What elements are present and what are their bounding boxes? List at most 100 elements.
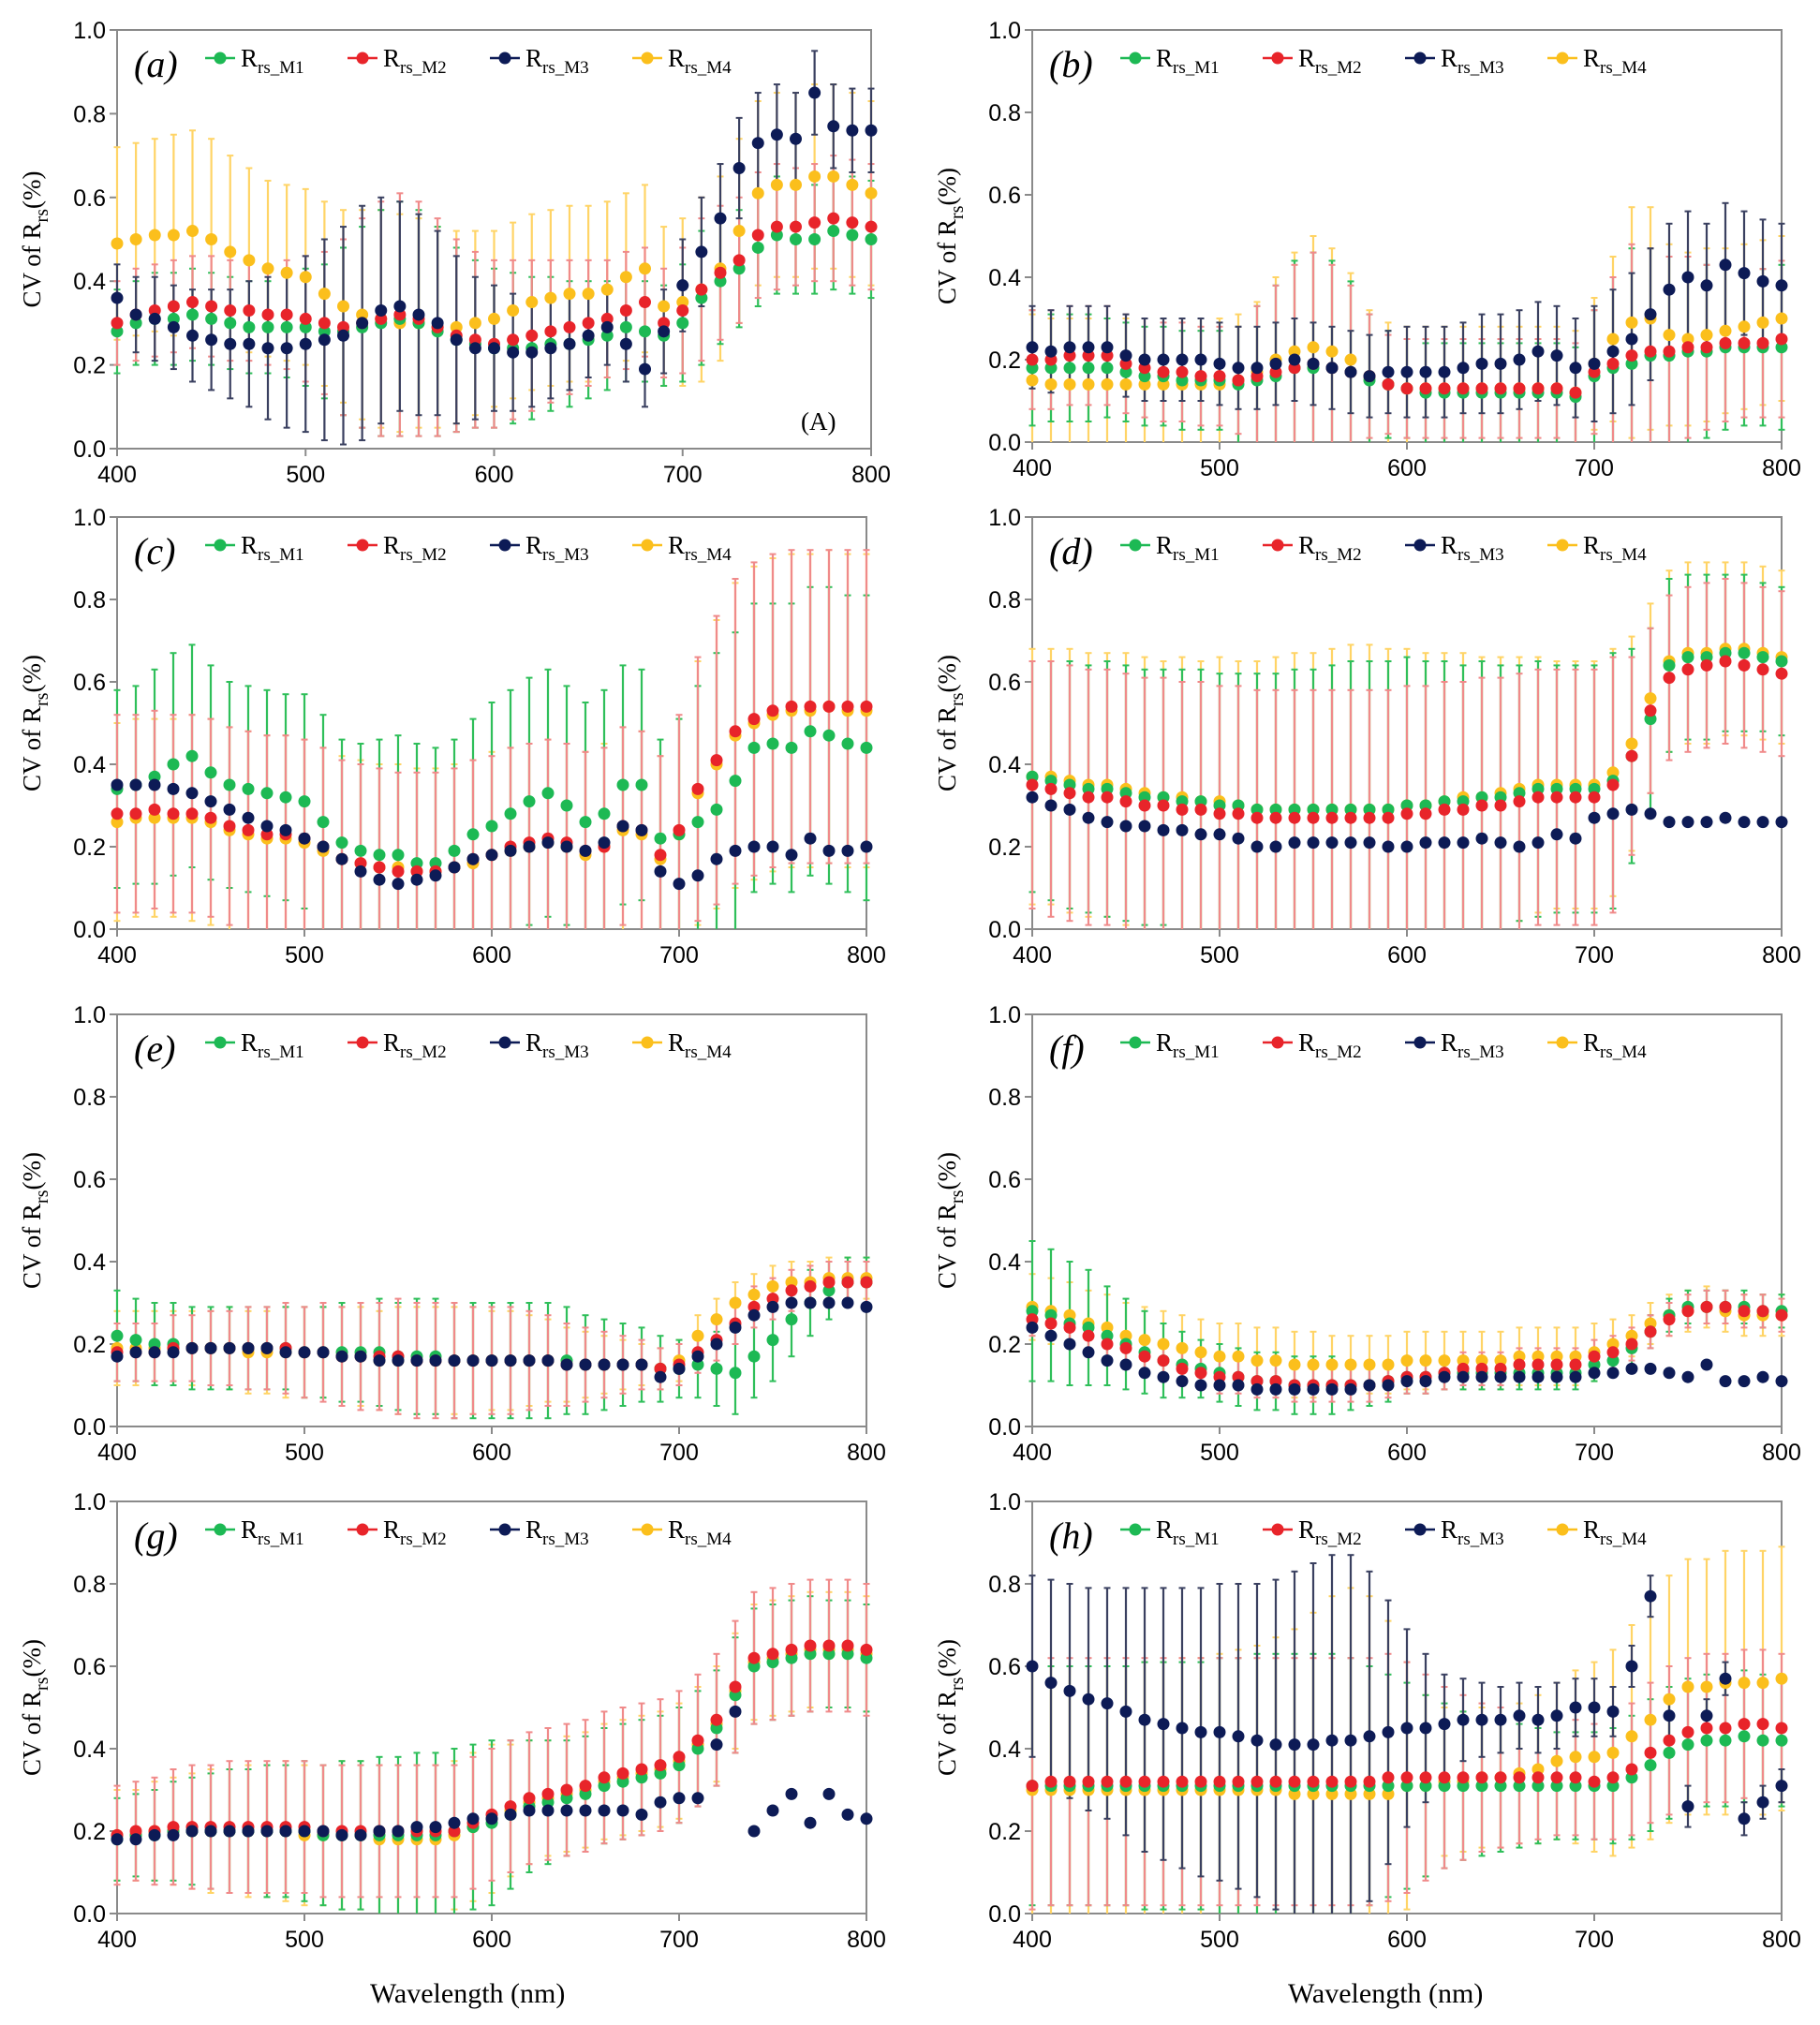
data-point [1756,663,1769,676]
data-point [654,865,667,878]
data-point [710,754,723,767]
data-point [1082,362,1095,375]
data-point [1157,1718,1170,1731]
data-point [766,1804,779,1817]
data-point [485,1812,498,1825]
data-point [167,320,180,333]
data-point [1663,816,1676,829]
data-point [1419,807,1432,820]
data-point [298,1346,311,1359]
data-point [841,844,854,857]
panel-label: (f) [1049,1027,1085,1070]
data-point [1738,267,1751,280]
y-tick-label: 1.0 [73,1002,106,1028]
data-point [598,1771,611,1784]
data-point [691,869,704,882]
x-tick-label: 400 [1013,1927,1052,1953]
data-point [1232,374,1245,387]
data-point [1457,836,1470,850]
data-point [579,816,592,829]
data-point [205,233,218,245]
data-point [523,1354,536,1367]
data-point [1269,1354,1282,1367]
data-point [1063,1684,1076,1697]
data-point [205,300,218,313]
data-point [1194,370,1207,383]
data-point [673,1362,686,1375]
data-point [1026,374,1039,387]
x-tick-label: 500 [1200,455,1239,481]
x-tick-label: 800 [851,462,891,488]
data-point [1606,1367,1620,1380]
data-point [1101,791,1114,804]
y-tick-label: 0.4 [988,1737,1021,1763]
legend-label: Rrs_M2 [383,1515,447,1549]
data-point [354,865,367,878]
data-point [808,86,821,99]
data-point [808,233,821,245]
data-point [204,766,217,779]
data-point [1063,1321,1076,1334]
legend-marker [641,1523,654,1536]
data-point [729,725,742,738]
data-point [1756,816,1769,829]
data-point [111,325,124,338]
data-point [1044,782,1058,795]
data-point [317,840,330,853]
data-point [1700,1358,1713,1371]
data-point [598,807,611,820]
data-point [541,787,555,800]
data-point [1232,1775,1245,1788]
data-point [1494,357,1507,370]
data-point [804,1639,817,1652]
data-point [1419,1375,1432,1388]
data-point [1550,1709,1563,1722]
data-point [1157,823,1170,836]
data-point [1157,799,1170,812]
data-point [111,291,124,304]
data-point [1756,1370,1769,1383]
data-point [1513,382,1526,395]
data-point [1756,651,1769,664]
data-point [1531,1358,1545,1371]
data-point [1250,1354,1264,1367]
data-point [635,778,648,791]
data-point [1775,1672,1788,1685]
data-point [1307,1775,1320,1788]
data-point [1101,1697,1114,1710]
data-point [1494,1370,1507,1383]
data-point [1457,1713,1470,1726]
data-point [242,782,255,795]
data-point [1138,1775,1151,1788]
y-tick-label: 0.8 [988,587,1021,613]
y-tick-label: 0.8 [988,1085,1021,1111]
data-point [841,1639,854,1652]
legend: Rrs_M1 Rrs_M2 Rrs_M3 Rrs_M4 [205,1028,732,1062]
data-point [541,1804,555,1817]
legend-label: Rrs_M2 [383,44,447,78]
data-point [223,1341,236,1354]
data-point [1681,663,1694,676]
data-point [468,317,481,330]
data-point [1663,345,1676,358]
data-point [1681,816,1694,829]
data-point [431,317,444,330]
data-point [1176,803,1189,816]
data-point [354,1350,367,1363]
data-point [1644,692,1657,705]
data-point [560,799,573,812]
data-point [1756,274,1769,288]
data-point [785,741,798,754]
data-point [1775,312,1788,325]
data-point [392,878,405,891]
data-point [224,317,237,330]
data-point [1606,357,1620,370]
y-tick-label: 0.6 [988,183,1021,209]
data-point [148,312,161,325]
data-point [1681,1680,1694,1693]
x-tick-label: 800 [847,1927,886,1953]
data-point [1719,655,1732,668]
data-point [827,120,840,133]
data-point [1382,811,1395,824]
data-point [1606,1746,1620,1759]
